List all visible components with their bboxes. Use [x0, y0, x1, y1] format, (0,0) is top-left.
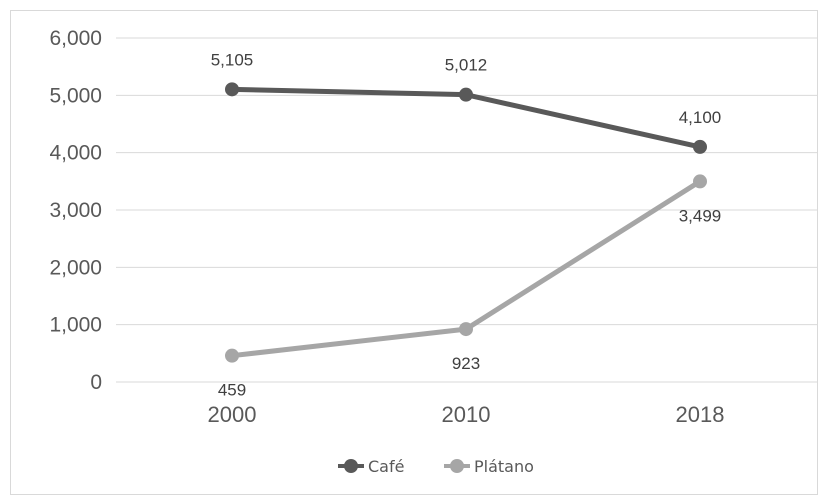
series-0-data-label: 5,012 [445, 56, 488, 75]
series-0-point [225, 82, 239, 97]
data-labels: 5,105 5,012 4,100 459 923 3,499 [211, 50, 722, 399]
series-1-data-label: 459 [218, 381, 246, 400]
series-0-data-label: 4,100 [679, 108, 722, 127]
legend-series-1-label: Plátano [474, 457, 534, 476]
legend-series-0-label: Café [368, 457, 404, 476]
y-axis-tick-labels: 0 1,000 2,000 3,000 4,000 5,000 6,000 [49, 27, 102, 394]
x-tick-label: 2010 [442, 402, 491, 427]
y-tick-label: 4,000 [49, 142, 102, 165]
x-axis-tick-labels: 2000 2010 2018 [208, 402, 725, 427]
y-tick-label: 5,000 [49, 84, 102, 107]
legend-series-0-marker-icon [344, 459, 358, 473]
series-0-point [693, 139, 707, 154]
series-1-point [693, 174, 707, 189]
y-tick-label: 6,000 [49, 27, 102, 50]
series-1-point [225, 348, 239, 363]
y-tick-label: 3,000 [49, 199, 102, 222]
series-1-data-label: 923 [452, 354, 480, 373]
series-1-data-label: 3,499 [679, 206, 722, 225]
series-1-point [459, 322, 473, 337]
series-0-data-label: 5,105 [211, 50, 254, 69]
y-tick-label: 2,000 [49, 256, 102, 279]
legend: Café Plátano [338, 457, 534, 476]
y-tick-label: 1,000 [49, 314, 102, 337]
x-tick-label: 2000 [208, 402, 257, 427]
series-lines [225, 82, 707, 363]
legend-series-1-marker-icon [450, 459, 464, 473]
y-tick-label: 0 [90, 371, 102, 394]
x-tick-label: 2018 [676, 402, 725, 427]
series-0-point [459, 87, 473, 102]
